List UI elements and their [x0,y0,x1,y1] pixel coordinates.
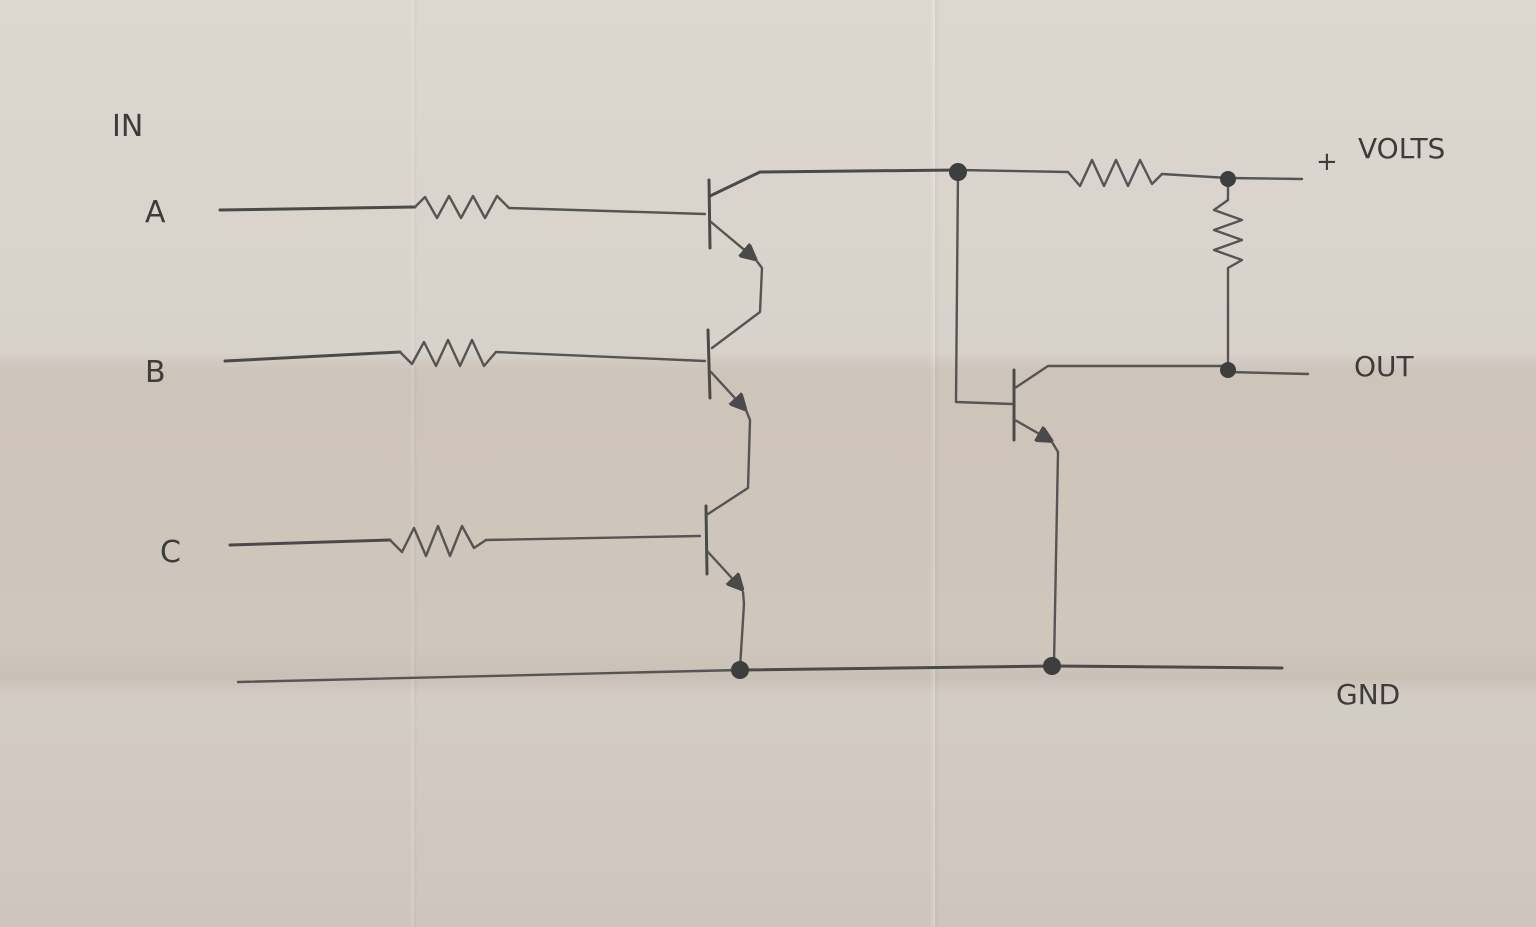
plus-label: + [1316,147,1338,177]
wire [236,668,742,684]
resistor-a [413,194,511,220]
input-a-branch [218,194,707,220]
volts-label: VOLTS [1358,132,1445,165]
paper-fold [410,0,418,927]
transistor-q4 [954,170,1230,666]
junction-node [1220,171,1236,187]
wire [758,168,960,174]
transistor-q2 [706,328,752,516]
output-pullup [1212,178,1310,376]
wire [228,538,392,547]
wire [956,168,1070,174]
base-bar [707,178,712,250]
resistor-b [398,338,498,368]
wire [738,590,746,670]
emitter [709,220,754,258]
resistor-top [1066,158,1164,188]
wire [710,258,764,350]
input-a-label: A [145,195,166,230]
wire [1050,440,1060,666]
wire [484,534,702,542]
junction-node [1043,657,1061,675]
junction-node [1220,362,1236,378]
base-bar [704,504,709,576]
emitter [706,550,741,588]
emitter [1013,418,1050,440]
wire [494,350,707,363]
collector [708,170,762,198]
wire [954,170,1014,406]
input-b-label: B [145,355,166,390]
gnd-label: GND [1336,678,1400,711]
junction-node [731,661,749,679]
wire [218,205,417,212]
transistor-q1 [707,170,764,350]
wire [1226,370,1310,376]
transistor-q3 [704,504,746,670]
wire [738,664,1284,672]
input-c-label: C [160,535,181,570]
emitter [709,370,744,408]
wire [223,350,402,363]
resistor-vertical [1212,178,1244,372]
wire [706,408,752,516]
input-group-label: IN [112,109,143,144]
input-c-branch [228,524,702,558]
out-label: OUT [1354,350,1415,383]
junction-node [949,163,967,181]
base-bar [706,328,712,400]
resistor-c [388,524,488,558]
ground-rail [236,664,1284,684]
wire [507,206,707,216]
input-b-branch [223,338,707,368]
paper-fold [930,0,940,927]
collector [1013,364,1230,390]
